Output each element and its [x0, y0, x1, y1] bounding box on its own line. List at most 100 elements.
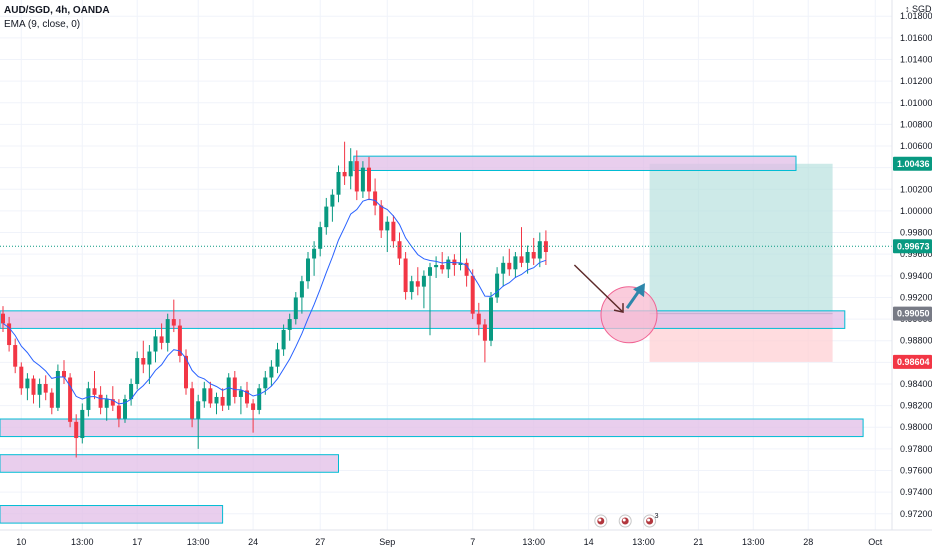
candle-body — [31, 378, 36, 395]
candle-body — [159, 336, 164, 343]
candle-body — [129, 383, 134, 400]
price-tag-label: 0.99050 — [897, 309, 930, 319]
y-tick-label: 0.97400 — [900, 487, 932, 497]
zone-rectangle[interactable] — [0, 454, 339, 473]
zone-rectangle[interactable] — [0, 505, 224, 524]
ema-polyline — [2, 198, 547, 405]
y-tick-label: 0.98000 — [900, 422, 932, 432]
down-arrow[interactable] — [573, 264, 624, 313]
y-tick-label: 0.97800 — [900, 444, 932, 454]
price-tag-label: 0.99673 — [897, 241, 930, 251]
candle-body — [464, 262, 469, 276]
x-tick-label: 28 — [803, 537, 813, 547]
x-tick-label: 13:00 — [71, 537, 94, 547]
price-tag-label: 0.98604 — [897, 357, 930, 367]
candle-body — [452, 259, 457, 265]
x-tick-label: 21 — [693, 537, 703, 547]
candlestick-series — [1, 141, 548, 458]
economic-events[interactable]: 3 — [594, 513, 659, 528]
candle-body — [489, 297, 493, 341]
candle-body — [104, 399, 109, 408]
x-tick-label: Oct — [868, 537, 883, 547]
x-tick-label: 17 — [132, 537, 142, 547]
candle-body — [299, 281, 304, 298]
candle-body — [43, 383, 48, 393]
y-tick-label: 1.00600 — [900, 141, 932, 151]
candle-body — [153, 336, 158, 352]
candle-body — [495, 273, 500, 298]
candle-body — [458, 262, 463, 265]
candle-body — [98, 394, 103, 408]
target-zone[interactable] — [649, 163, 833, 314]
candle-body — [165, 319, 170, 343]
candle-body — [49, 392, 54, 408]
candle-body — [440, 265, 445, 270]
y-tick-label: 1.01000 — [900, 98, 932, 108]
candle-body — [537, 241, 542, 259]
candle-body — [1, 313, 5, 324]
x-tick-label: 10 — [16, 537, 26, 547]
candle-body — [245, 390, 249, 404]
x-tick-label: 13:00 — [632, 537, 655, 547]
candle-body — [196, 401, 201, 419]
candle-body — [470, 275, 475, 314]
indicator-label[interactable]: EMA (9, close, 0) — [4, 19, 81, 30]
candle-body — [37, 383, 42, 395]
x-tick-label: 27 — [315, 537, 325, 547]
y-tick-label: 1.00800 — [900, 119, 932, 129]
economic-event-icon[interactable] — [618, 514, 632, 528]
time-axis-panel — [0, 530, 932, 550]
candle-body — [238, 390, 243, 397]
x-tick-label: 13:00 — [742, 537, 765, 547]
price-tag — [893, 156, 932, 171]
zone-rectangle[interactable] — [353, 155, 797, 171]
zone-rectangle[interactable] — [0, 418, 864, 438]
economic-event-icon[interactable] — [594, 514, 608, 528]
candle-body — [385, 221, 390, 231]
ema-line — [2, 198, 547, 405]
price-tag — [893, 306, 932, 321]
x-tick-label: 24 — [248, 537, 258, 547]
candle-body — [269, 366, 274, 378]
price-tags: 1.00436 0.99673 0.99050 0.98604 — [893, 156, 932, 369]
chart-drawings[interactable] — [0, 245, 892, 344]
zone-rectangle[interactable] — [0, 310, 846, 329]
time-axis[interactable]: 10 13:00 17 13:00 24 27 Sep 7 13:00 14 13:00 21 13:0… — [16, 537, 883, 547]
candle-body — [354, 161, 359, 192]
candle-body — [226, 377, 231, 406]
candle-body — [184, 355, 188, 389]
symbol-title[interactable]: AUD/SGD, 4h, OANDA — [4, 5, 110, 16]
economic-event-icon[interactable] — [643, 514, 657, 528]
long-position-tool[interactable] — [649, 163, 833, 362]
candle-body — [336, 171, 341, 195]
candle-body — [519, 256, 524, 263]
currency-label[interactable]: ↕ SGD — [905, 4, 932, 14]
candle-body — [13, 345, 18, 367]
candle-body — [415, 281, 420, 287]
candle-body — [232, 377, 237, 397]
candle-body — [68, 377, 73, 422]
x-tick-label: 7 — [470, 537, 475, 547]
candle-body — [409, 281, 414, 293]
candle-body — [287, 319, 292, 330]
y-tick-label: 0.97200 — [900, 509, 932, 519]
candle-body — [257, 388, 262, 410]
candle-body — [348, 161, 353, 177]
y-tick-label: 0.98400 — [900, 379, 932, 389]
y-tick-label: 0.98200 — [900, 401, 932, 411]
candle-body — [373, 191, 378, 206]
y-tick-label: 0.99200 — [900, 292, 932, 302]
highlight-circle[interactable] — [600, 286, 658, 344]
candle-body — [379, 205, 384, 231]
y-tick-label: 0.99800 — [900, 228, 932, 238]
candle-body — [135, 358, 140, 384]
candle-body — [403, 258, 408, 293]
candle-body — [501, 262, 506, 274]
candle-body — [208, 388, 213, 404]
event-badge: 3 — [655, 513, 659, 520]
candle-body — [116, 405, 121, 419]
candle-body — [251, 403, 256, 410]
candle-body — [482, 324, 487, 341]
